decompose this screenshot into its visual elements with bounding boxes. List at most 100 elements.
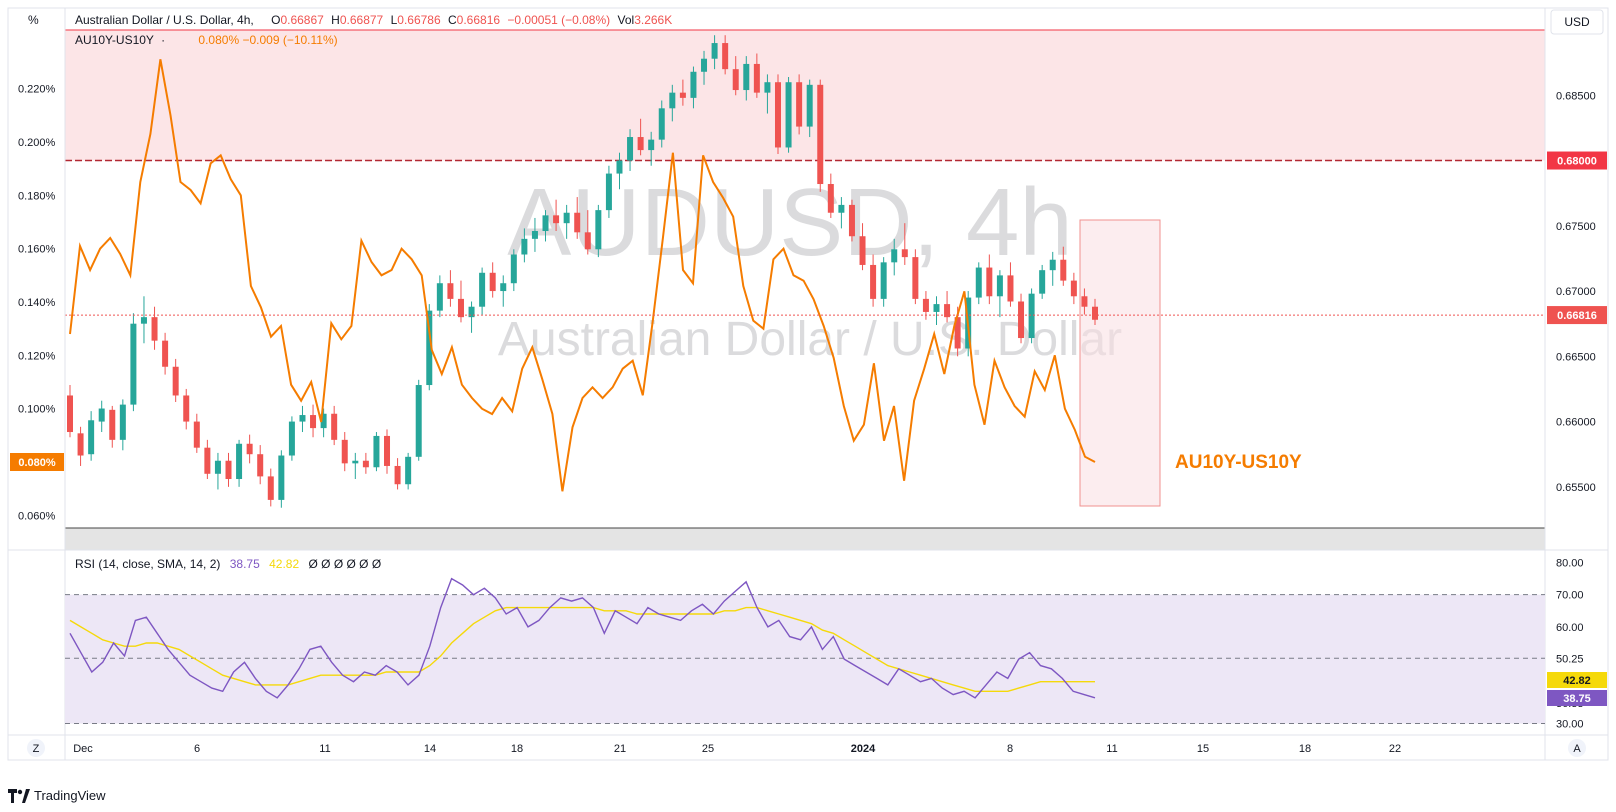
resistance-price-label: 0.68000 — [1557, 156, 1597, 168]
candle-body — [457, 298, 464, 318]
percent-tick-label: 0.120% — [18, 350, 56, 362]
candle-body — [489, 272, 496, 292]
candle-body — [891, 249, 898, 263]
candle-body — [405, 456, 412, 485]
candle-body — [394, 465, 401, 485]
auto-scale-button[interactable] — [1568, 739, 1586, 757]
candle-body — [922, 298, 929, 312]
candle-body — [88, 420, 95, 455]
price-tick-label: 0.67000 — [1556, 286, 1596, 298]
ohlc-close-key: C — [448, 13, 457, 27]
time-tick-label: 18 — [1299, 743, 1311, 755]
candle-body — [827, 184, 834, 213]
candle-body — [140, 317, 147, 324]
candle-body — [267, 476, 274, 500]
candle-body — [944, 304, 951, 318]
resistance-zone — [65, 30, 1545, 161]
last-price-label: 0.66816 — [1557, 310, 1597, 322]
candle-body — [531, 231, 538, 239]
candle-body — [214, 460, 221, 474]
candle-body — [1007, 275, 1014, 302]
ohlc-high-key: H — [331, 13, 340, 27]
candle-body — [690, 71, 697, 98]
auto-scale-button-label: A — [1573, 743, 1581, 755]
candle-body — [542, 215, 549, 232]
rsi-line — [69, 577, 1096, 699]
main-pane-bottom-band — [65, 528, 1545, 550]
candle-body — [838, 204, 845, 213]
candle-body — [172, 366, 179, 396]
time-tick-label: 14 — [424, 743, 436, 755]
candle-body — [553, 215, 560, 224]
candle-body — [310, 415, 317, 429]
rsi-legend-extras: Ø Ø Ø Ø Ø Ø — [308, 557, 381, 571]
candle-body — [595, 210, 602, 250]
candle-body — [627, 137, 634, 161]
tradingview-logo-icon — [8, 788, 30, 803]
volume-value: 3.266K — [634, 13, 672, 27]
candle-body — [331, 413, 338, 440]
percent-tick-label: 0.200% — [18, 137, 56, 149]
candle-body — [605, 173, 612, 211]
candle-body — [806, 84, 813, 127]
candle-body — [204, 447, 211, 474]
candle-body — [669, 92, 676, 109]
percent-tick-label: 0.100% — [18, 404, 56, 416]
timezone-button[interactable] — [27, 739, 45, 757]
rsi-value-tag — [1547, 690, 1607, 706]
rsi-tick-label: 50.25 — [1556, 653, 1584, 665]
candle-body — [373, 435, 380, 468]
time-tick-label: 18 — [511, 743, 523, 755]
rsi-guides — [65, 594, 1545, 725]
candle-body — [933, 304, 940, 312]
candle-body — [658, 108, 665, 140]
time-tick-label: 22 — [1389, 743, 1401, 755]
candle-body — [986, 267, 993, 297]
time-tick-label: 2024 — [851, 743, 876, 755]
price-tick-label: 0.67500 — [1556, 221, 1596, 233]
ohlc-open-value: 0.66867 — [280, 13, 324, 27]
price-tick-label: 0.66000 — [1556, 417, 1596, 429]
ohlc-close-value: 0.66816 — [457, 13, 501, 27]
candle-body — [468, 306, 475, 318]
time-tick-label: 6 — [194, 743, 200, 755]
candle-body — [362, 460, 369, 468]
candle-body — [574, 212, 581, 233]
currency-button[interactable] — [1550, 9, 1604, 35]
candle-body — [426, 310, 433, 386]
time-tick-label: Dec — [73, 743, 93, 755]
candle-body — [732, 69, 739, 91]
ohlc-open-key: O — [271, 13, 280, 27]
candle-body — [225, 460, 232, 480]
candle-body — [996, 275, 1003, 297]
candle-body — [500, 283, 507, 292]
candle-body — [954, 317, 961, 349]
currency-label: USD — [1564, 15, 1590, 29]
candle-body — [288, 421, 295, 456]
rsi-tick-label: 60.00 — [1556, 622, 1584, 634]
candle-body — [193, 421, 200, 448]
candle-body — [521, 238, 528, 255]
candle-body — [119, 404, 126, 440]
rsi-tick-label: 70.00 — [1556, 590, 1584, 602]
candle-body — [151, 317, 158, 341]
candle-body — [743, 63, 750, 91]
watermark-description: Australian Dollar / U.S. Dollar — [498, 313, 1122, 366]
price-tick-label: 0.66500 — [1556, 351, 1596, 363]
time-tick-label: 11 — [1106, 743, 1117, 755]
candle-body — [479, 272, 486, 307]
rsi-legend-sma: 42.82 — [269, 557, 299, 571]
time-tick-label: 25 — [702, 743, 714, 755]
candle-body — [162, 340, 169, 367]
rsi-sma-line — [69, 606, 1095, 692]
candle-body — [384, 435, 391, 466]
candle-body — [341, 439, 348, 464]
last-price-tag — [1547, 306, 1607, 325]
candle-body — [67, 395, 73, 433]
candle-body — [257, 454, 264, 477]
candle-body — [236, 443, 243, 480]
time-tick-label: 11 — [319, 743, 330, 755]
rsi-legend: RSI (14, close, SMA, 14, 2) 38.75 42.82 … — [75, 557, 381, 571]
price-tick-label: 0.65500 — [1556, 482, 1596, 494]
candle-body — [817, 84, 824, 185]
